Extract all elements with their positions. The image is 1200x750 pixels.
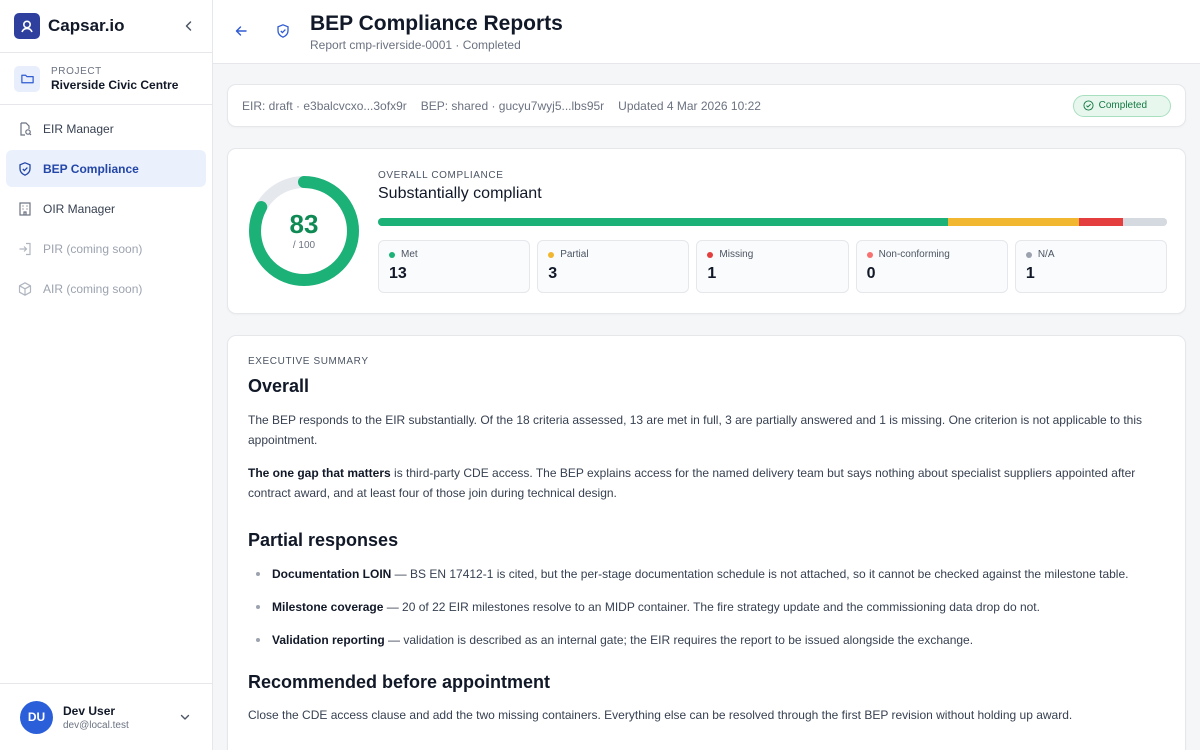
sidebar-nav: EIR Manager BEP Compliance OIR Manager P… bbox=[0, 105, 212, 315]
compliance-stats: Met 13 Partial 3 Missing 1 Non-conformin… bbox=[378, 240, 1168, 293]
overall-compliance-status: Substantially compliant bbox=[378, 185, 542, 202]
sidebar-item-oir-manager[interactable]: OIR Manager bbox=[6, 190, 206, 227]
page-title: BEP Compliance Reports bbox=[310, 12, 563, 35]
project-selector[interactable]: PROJECT Riverside Civic Centre bbox=[0, 53, 212, 105]
list-item-text: — 20 of 22 EIR milestones resolve to an … bbox=[383, 600, 1040, 614]
chevron-left-icon bbox=[185, 21, 192, 31]
sidebar-item-bep-compliance[interactable]: BEP Compliance bbox=[6, 150, 206, 187]
score-ring-progress bbox=[249, 176, 359, 286]
user-email: dev@local.test bbox=[63, 719, 129, 731]
avatar: DU bbox=[20, 700, 53, 734]
user-name: Dev User bbox=[63, 703, 116, 718]
recommended-paragraph: Close the CDE access clause and add the … bbox=[248, 708, 1073, 722]
sidebar-item-pir: PIR (coming soon) bbox=[6, 230, 206, 267]
overall-heading: Overall bbox=[248, 376, 310, 396]
met-dot-icon bbox=[389, 251, 395, 258]
stat-na: N/A 1 bbox=[1014, 240, 1168, 293]
partial-responses-list: Documentation LOIN — BS EN 17412-1 is ci… bbox=[248, 564, 1165, 650]
compliance-breakdown-bar bbox=[378, 218, 1167, 226]
login-arrow-icon bbox=[19, 242, 31, 255]
na-dot-icon bbox=[1025, 251, 1032, 258]
project-caption: PROJECT bbox=[51, 65, 102, 77]
page-header: BEP Compliance Reports Report cmp-rivers… bbox=[213, 0, 1200, 64]
sidebar-item-air: AIR (coming soon) bbox=[6, 270, 206, 307]
list-item: Validation reporting — validation is des… bbox=[248, 630, 1165, 650]
status-badge-label: Completed bbox=[1098, 100, 1147, 111]
capsar-logo-icon bbox=[14, 13, 40, 39]
list-item-text: — validation is described as an internal… bbox=[384, 633, 974, 647]
stat-met: Met 13 bbox=[378, 240, 531, 293]
stat-value: 3 bbox=[548, 265, 558, 282]
project-name: Riverside Civic Centre bbox=[51, 77, 179, 92]
stat-value: 1 bbox=[1025, 265, 1035, 282]
collapse-sidebar-button[interactable] bbox=[180, 17, 198, 35]
user-menu[interactable]: DU Dev User dev@local.test bbox=[0, 683, 212, 750]
document-search-icon bbox=[20, 121, 32, 136]
stat-value: 1 bbox=[707, 265, 717, 282]
gap-text: is third-party CDE access. The BEP expla… bbox=[248, 466, 1136, 500]
stat-label: N/A bbox=[1037, 249, 1055, 260]
chevron-down-icon[interactable] bbox=[178, 710, 192, 724]
executive-summary-caption: EXECUTIVE SUMMARY bbox=[248, 356, 369, 367]
stat-value: 13 bbox=[389, 265, 407, 282]
stat-missing: Missing 1 bbox=[696, 240, 849, 293]
updated-timestamp: Updated 4 Mar 2026 10:22 bbox=[618, 98, 761, 113]
recommended-heading: Recommended before appointment bbox=[248, 672, 551, 692]
stat-label: Met bbox=[401, 249, 418, 260]
overall-compliance-caption: OVERALL COMPLIANCE bbox=[378, 170, 504, 181]
nonconforming-dot-icon bbox=[866, 251, 873, 258]
list-item: Documentation LOIN — BS EN 17412-1 is ci… bbox=[248, 564, 1165, 584]
shield-check-icon bbox=[19, 161, 31, 176]
sidebar: Capsar.io PROJECT Riverside Civic Centre… bbox=[0, 0, 213, 750]
building-icon bbox=[19, 201, 31, 216]
sidebar-item-label: EIR Manager bbox=[43, 121, 114, 136]
list-item: Milestone coverage — 20 of 22 EIR milest… bbox=[248, 597, 1165, 617]
bep-reference: BEP: shared · gucyu7wyj5...lbs95r bbox=[420, 98, 605, 113]
sidebar-item-label: BEP Compliance bbox=[43, 161, 139, 176]
check-circle-icon bbox=[1083, 100, 1094, 111]
list-item-title: Documentation LOIN bbox=[272, 567, 392, 581]
back-arrow-icon[interactable] bbox=[233, 23, 249, 39]
stat-value: 0 bbox=[866, 265, 876, 282]
brand-name: Capsar.io bbox=[48, 16, 125, 35]
list-item-title: Milestone coverage bbox=[272, 600, 384, 614]
sidebar-item-label: OIR Manager bbox=[43, 201, 116, 216]
shield-check-icon bbox=[277, 24, 289, 38]
executive-summary-card: EXECUTIVE SUMMARY Overall The BEP respon… bbox=[227, 335, 1186, 750]
bar-segment-missing bbox=[1079, 218, 1124, 226]
report-meta-card: EIR: draft · e3balcvcxo...3ofx9r BEP: sh… bbox=[227, 84, 1186, 127]
partial-responses-heading: Partial responses bbox=[248, 530, 399, 550]
list-item-text: — BS EN 17412-1 is cited, but the per-st… bbox=[391, 567, 1129, 581]
folder-icon bbox=[14, 65, 40, 92]
partial-dot-icon bbox=[548, 251, 555, 258]
stat-nonconforming: Non-conforming 0 bbox=[855, 240, 1008, 293]
stat-label: Partial bbox=[560, 249, 589, 260]
gap-highlight: The one gap that matters bbox=[248, 466, 391, 480]
missing-dot-icon bbox=[707, 251, 714, 258]
list-item-title: Validation reporting bbox=[272, 633, 385, 647]
bar-segment-na bbox=[1123, 218, 1167, 226]
score-max: / 100 bbox=[292, 240, 316, 251]
bar-segment-partial bbox=[947, 218, 1080, 226]
score-ring bbox=[249, 176, 359, 286]
stat-label: Non-conforming bbox=[878, 249, 950, 260]
sidebar-item-eir-manager[interactable]: EIR Manager bbox=[6, 110, 206, 147]
sidebar-item-label: PIR (coming soon) bbox=[43, 241, 143, 256]
stat-partial: Partial 3 bbox=[537, 240, 690, 293]
eir-reference: EIR: draft · e3balcvcxo...3ofx9r bbox=[242, 98, 407, 113]
status-badge: Completed bbox=[1072, 94, 1171, 117]
page-subtitle: Report cmp-riverside-0001 · Completed bbox=[310, 38, 521, 52]
brand-bar: Capsar.io bbox=[0, 0, 212, 53]
score-value: 83 bbox=[289, 209, 319, 239]
cube-icon bbox=[18, 281, 32, 296]
sidebar-item-label: AIR (coming soon) bbox=[43, 281, 143, 296]
bar-segment-met bbox=[378, 218, 948, 226]
stat-label: Missing bbox=[719, 249, 754, 260]
overall-paragraph: The BEP responds to the EIR substantiall… bbox=[248, 413, 1143, 447]
compliance-score-card: 83 / 100 OVERALL COMPLIANCE Substantiall… bbox=[227, 148, 1186, 314]
gap-paragraph: The one gap that matters is third-party … bbox=[248, 463, 1165, 503]
